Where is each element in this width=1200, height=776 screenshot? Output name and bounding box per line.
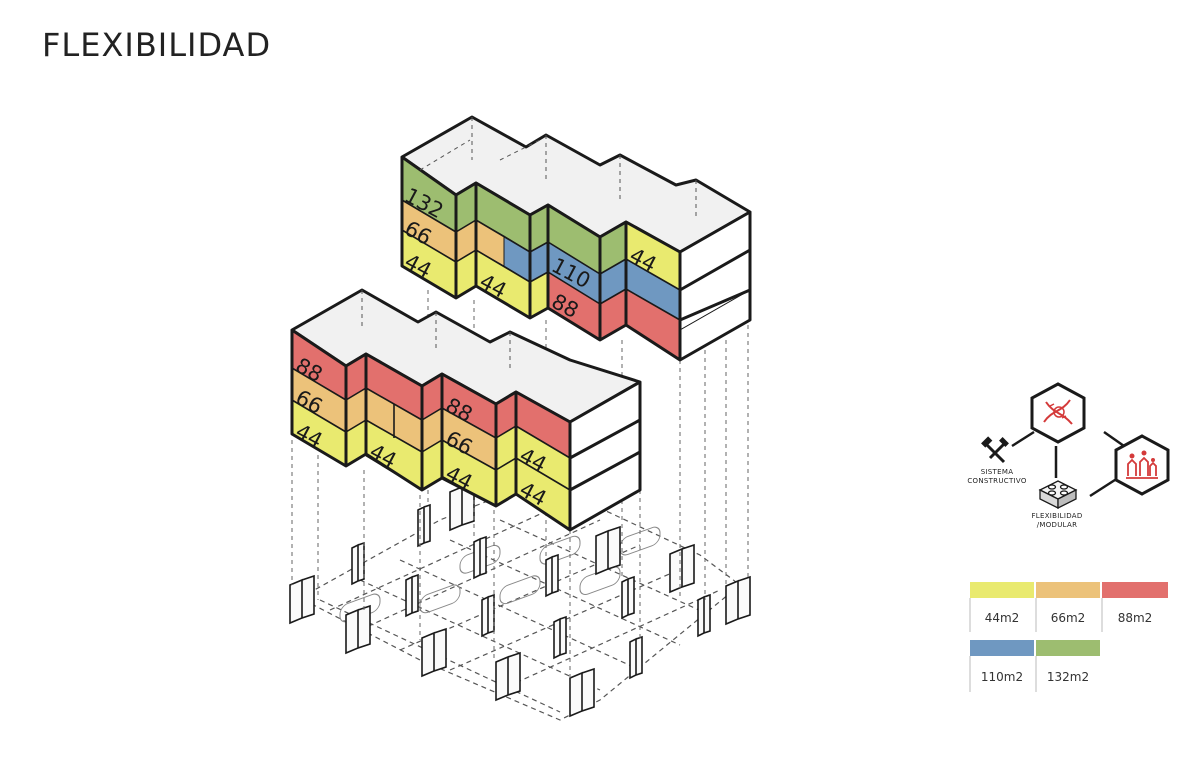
legend-label-66: 66m2 [1051, 611, 1086, 625]
legend-item: 110m2 [969, 640, 1034, 692]
concept-icons: SISTEMA CONSTRUCTIVO FLEXIBILIDAD /MODUL… [967, 382, 1170, 529]
lower-block [290, 288, 642, 532]
legend-item: 88m2 [1101, 582, 1168, 632]
people-icon [1114, 434, 1170, 496]
foundation-pillars [289, 481, 751, 718]
dna-icon [1030, 382, 1086, 444]
legend-item: 44m2 [969, 582, 1034, 632]
legend-label-132: 132m2 [1047, 670, 1089, 684]
legend-item: 132m2 [1035, 640, 1100, 692]
legend-label-110: 110m2 [981, 670, 1023, 684]
page-title: FLEXIBILIDAD [42, 26, 272, 64]
sistema-label-line2: CONSTRUCTIVO [967, 477, 1027, 485]
area-legend: 44m2 66m2 88m2 110m2 132m2 [969, 582, 1168, 692]
flex-label-line1: FLEXIBILIDAD [1031, 512, 1082, 520]
flex-label-line2: /MODULAR [1037, 521, 1078, 529]
legend-item: 66m2 [1035, 582, 1100, 632]
foundation-plan [298, 479, 741, 721]
legend-label-44: 44m2 [985, 611, 1020, 625]
legend-label-88: 88m2 [1118, 611, 1153, 625]
upper-block [400, 115, 752, 362]
hammer-saw-icon [981, 436, 1009, 464]
sistema-label-line1: SISTEMA [981, 468, 1014, 476]
lego-brick-icon [1038, 480, 1078, 510]
